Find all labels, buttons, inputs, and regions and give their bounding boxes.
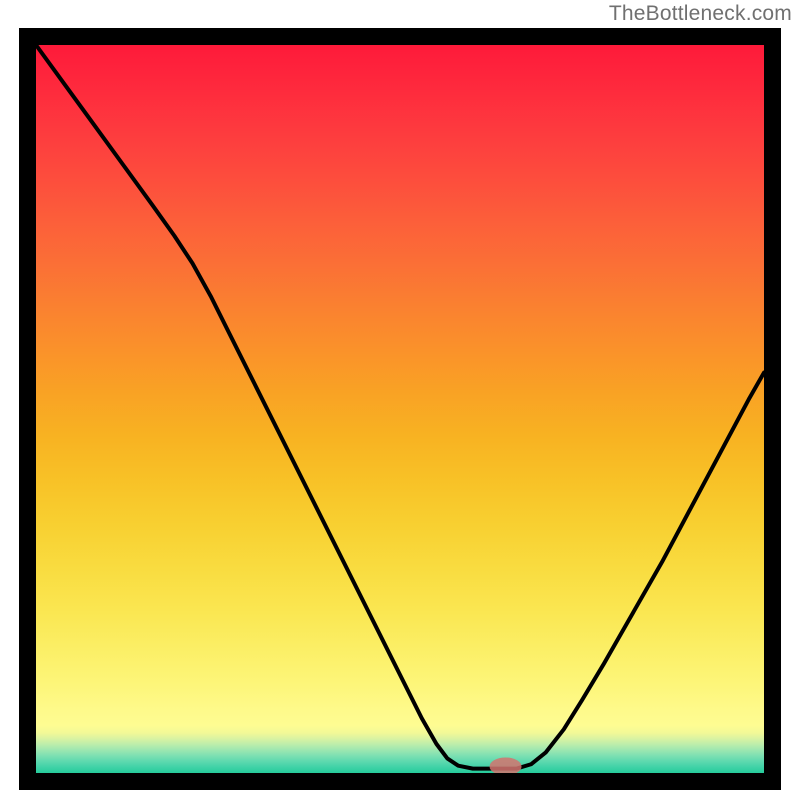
watermark-text: TheBottleneck.com — [609, 2, 792, 26]
chart-container: TheBottleneck.com — [0, 0, 800, 800]
bottleneck-curve-chart — [0, 0, 800, 800]
optimal-point-marker — [490, 757, 522, 775]
plot-background — [36, 45, 764, 773]
